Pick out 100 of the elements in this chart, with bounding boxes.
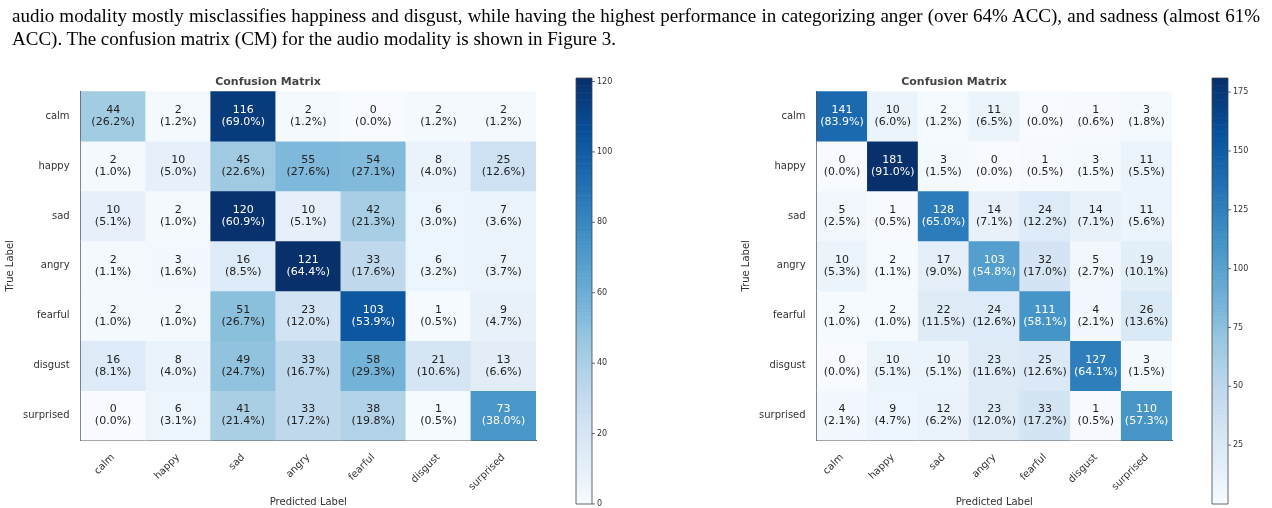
data-label: 3 (1.5%) <box>1128 352 1165 378</box>
data-label: 6 (3.1%) <box>159 402 197 428</box>
data-label: 116 (69.0%) <box>221 103 266 129</box>
y-tick-label: happy <box>38 159 70 171</box>
data-label: 0 (0.0%) <box>94 402 132 428</box>
data-label: 120 (60.9%) <box>221 202 266 228</box>
y-tick-label: surprised <box>23 409 70 421</box>
data-label: 121 (64.4%) <box>286 252 331 278</box>
data-label: 33 (17.6%) <box>351 252 396 278</box>
data-label: 2 (1.2%) <box>925 103 962 129</box>
data-label: 19 (10.1%) <box>1124 252 1169 278</box>
data-label: 1 (0.5%) <box>420 302 457 328</box>
data-label: 2 (1.0%) <box>159 302 197 328</box>
data-label: 10 (5.1%) <box>94 202 132 228</box>
data-label: 45 (22.6%) <box>221 152 266 178</box>
data-label: 5 (2.5%) <box>823 202 861 228</box>
data-label: 58 (29.3%) <box>351 352 396 378</box>
data-label: 1 (0.5%) <box>874 202 912 228</box>
y-axis-title: True Label <box>3 240 15 293</box>
data-label: 26 (13.6%) <box>1124 302 1169 328</box>
data-label: 11 (5.5%) <box>1128 152 1165 178</box>
color-bar-label: 100 <box>1233 263 1249 273</box>
text: audio modality mostly misclassifies happiness and disgust, while having the highest performance in categorizing anger (over 64% ACC), and sadness (almost 61% ACC). The confusion matrix (CM) for the audio modality is shown in Figure 3. <box>12 4 1260 50</box>
chart-title: Confusion Matrix <box>901 75 1007 89</box>
data-label: 41 (21.4%) <box>221 402 266 428</box>
data-label: 11 (6.5%) <box>976 103 1013 129</box>
data-label: 2 (1.2%) <box>159 103 197 129</box>
data-label: 1 (0.5%) <box>1077 402 1115 428</box>
chart-title: Confusion Matrix <box>215 75 321 89</box>
y-tick-label: calm <box>781 109 806 121</box>
data-label: 14 (7.1%) <box>1077 202 1115 228</box>
data-label: 0 (0.0%) <box>823 352 861 378</box>
data-label: 16 (8.1%) <box>94 352 132 378</box>
data-label: 11 (5.6%) <box>1128 202 1165 228</box>
data-label: 2 (1.2%) <box>290 103 327 129</box>
data-label: 25 (12.6%) <box>1023 352 1067 378</box>
data-label: 4 (2.1%) <box>1077 302 1115 328</box>
data-label: 2 (1.0%) <box>159 202 197 228</box>
data-label: 5 (2.7%) <box>1077 252 1115 278</box>
data-label: 23 (11.6%) <box>972 352 1017 378</box>
y-axis-title: True Label <box>739 240 751 293</box>
data-label: 141 (83.9%) <box>820 103 864 129</box>
data-label: 10 (5.1%) <box>290 202 327 228</box>
data-label: 8 (4.0%) <box>159 352 197 378</box>
data-label: 33 (16.7%) <box>286 352 331 378</box>
data-label: 0 (0.0%) <box>355 103 392 129</box>
data-label: 9 (4.7%) <box>874 402 912 428</box>
y-tick-label: surprised <box>759 409 806 421</box>
data-label: 0 (0.0%) <box>823 152 861 178</box>
data-label: 2 (1.0%) <box>823 302 861 328</box>
y-tick-label: angry <box>776 259 806 271</box>
color-bar-label: 20 <box>597 428 608 438</box>
data-label: 10 (5.0%) <box>159 152 197 178</box>
y-tick-label: sad <box>787 209 806 221</box>
x-tick-label: sad <box>226 451 247 472</box>
data-label: 23 (12.0%) <box>972 402 1017 428</box>
data-label: 2 (1.0%) <box>94 152 132 178</box>
y-tick-label: fearful <box>37 309 70 321</box>
data-label: 21 (10.6%) <box>416 352 461 378</box>
data-label: 10 (5.3%) <box>823 252 861 278</box>
y-tick-label: fearful <box>773 309 806 321</box>
data-label: 4 (2.1%) <box>823 402 861 428</box>
data-label: 3 (1.5%) <box>925 152 962 178</box>
color-bar-label: 120 <box>597 76 613 86</box>
data-label: 3 (1.8%) <box>1128 103 1165 129</box>
data-label: 128 (65.0%) <box>921 202 966 228</box>
data-label: 16 (8.5%) <box>224 252 262 278</box>
color-bar-label: 75 <box>1233 322 1244 332</box>
data-label: 1 (0.5%) <box>420 402 457 428</box>
color-bar-label: 100 <box>597 147 613 157</box>
color-bar-label: 125 <box>1233 204 1249 214</box>
color-bar-label: 25 <box>1233 440 1244 450</box>
y-tick-label: happy <box>774 159 806 171</box>
data-label: 13 (6.6%) <box>485 352 522 378</box>
data-label: 32 (17.0%) <box>1023 252 1067 278</box>
data-label: 24 (12.6%) <box>972 302 1017 328</box>
y-tick-label: disgust <box>33 359 70 371</box>
data-label: 10 (6.0%) <box>874 103 912 129</box>
data-label: 103 (53.9%) <box>351 302 396 328</box>
data-label: 110 (57.3%) <box>1124 402 1169 428</box>
x-axis-title: Predicted Label <box>269 495 347 507</box>
data-label: 2 (1.0%) <box>874 302 912 328</box>
data-label: 8 (4.0%) <box>420 152 457 178</box>
data-label: 49 (24.7%) <box>221 352 266 378</box>
data-label: 7 (3.6%) <box>485 202 522 228</box>
data-label: 2 (1.2%) <box>420 103 457 129</box>
color-bar-label: 150 <box>1233 146 1249 156</box>
data-label: 10 (5.1%) <box>925 352 962 378</box>
data-label: 24 (12.2%) <box>1023 202 1067 228</box>
data-label: 51 (26.7%) <box>221 302 266 328</box>
x-tick-label: sad <box>926 451 947 472</box>
color-bar-label: 40 <box>597 358 608 368</box>
data-label: 22 (11.5%) <box>921 302 966 328</box>
color-bar-label: 80 <box>597 217 608 227</box>
data-label: 2 (1.2%) <box>485 103 522 129</box>
data-label: 2 (1.1%) <box>874 252 912 278</box>
color-bar-label: 175 <box>1233 87 1249 97</box>
data-label: 2 (1.0%) <box>94 302 132 328</box>
data-label: 23 (12.0%) <box>286 302 331 328</box>
data-label: 6 (3.0%) <box>420 202 457 228</box>
